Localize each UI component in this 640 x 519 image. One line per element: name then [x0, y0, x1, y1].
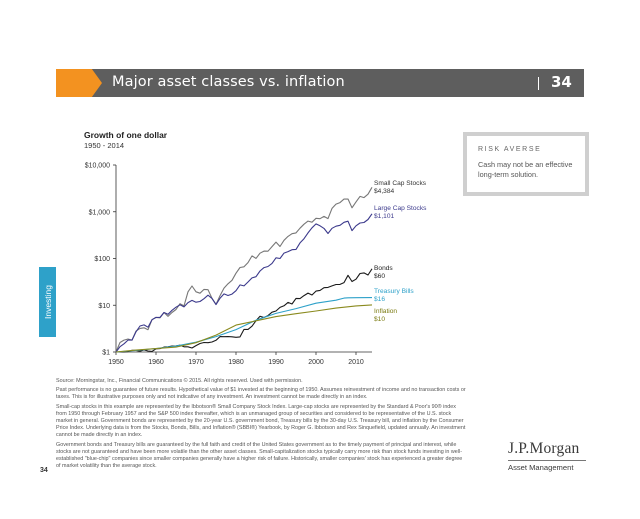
x-tick-label: 1990: [268, 359, 284, 366]
footnote-source: Source: Morningstar, Inc., Financial Com…: [56, 378, 303, 384]
logo-rule: [508, 460, 586, 461]
series-line-bonds: [116, 268, 373, 353]
y-tick-label: $1: [102, 350, 110, 357]
callout-text: Cash may not be an effective long-term s…: [478, 160, 573, 179]
x-tick-label: 1960: [148, 359, 164, 366]
series-end-value: $60: [374, 273, 385, 280]
y-tick-label: $1,000: [89, 209, 111, 216]
logo-wordmark: J.P.Morgan: [508, 440, 580, 457]
series-label: Bonds: [374, 265, 393, 272]
series-end-value: $10: [374, 316, 385, 323]
x-tick-label: 2000: [308, 359, 324, 366]
header-bar: [56, 69, 584, 97]
x-tick-label: 1970: [188, 359, 204, 366]
footnote-index-definitions: Small-cap stocks in this example are rep…: [56, 403, 466, 439]
risk-averse-callout: RISK AVERSE Cash may not be an effective…: [463, 132, 589, 196]
footnote-risk-disclosure: Government bonds and Treasury bills are …: [56, 441, 463, 470]
y-tick-label: $100: [94, 256, 110, 263]
section-tab-investing[interactable]: Investing: [39, 267, 56, 337]
page-title: Major asset classes vs. inflation: [112, 74, 345, 90]
chart-subtitle: 1950 - 2014: [84, 141, 125, 150]
series-label: Small Cap Stocks: [374, 180, 427, 187]
series-end-value: $16: [374, 296, 385, 303]
header-separator: [538, 77, 539, 90]
series-line-inflation: [115, 304, 373, 353]
series-label: Large Cap Stocks: [374, 205, 427, 212]
series-label: Inflation: [374, 308, 397, 315]
footnotes: Source: Morningstar, Inc., Financial Com…: [56, 378, 468, 472]
series-line-large-cap-stocks: [115, 213, 373, 353]
chart-title: Growth of one dollar: [84, 130, 168, 140]
footnote-disclaimer: Past performance is no guarantee of futu…: [56, 387, 466, 401]
series-line-small-cap-stocks: [115, 187, 373, 353]
x-tick-label: 2010: [348, 359, 364, 366]
logo-subtitle: Asset Management: [508, 463, 574, 472]
x-tick-label: 1950: [108, 359, 124, 366]
x-tick-label: 1980: [228, 359, 244, 366]
series-line-treasury-bills: [115, 297, 373, 353]
series-end-value: $1,101: [374, 213, 395, 220]
jpmorgan-logo: J.P.Morgan Asset Management: [508, 440, 586, 472]
series-end-value: $4,384: [374, 188, 395, 195]
header-page-number: 34: [551, 73, 572, 91]
y-tick-label: $10,000: [85, 163, 110, 170]
callout-title: RISK AVERSE: [478, 146, 542, 153]
header-chevron-accent: [56, 69, 102, 97]
series-label: Treasury Bills: [374, 288, 414, 295]
footer-page-number: 34: [40, 467, 48, 474]
y-tick-label: $10: [98, 303, 110, 310]
